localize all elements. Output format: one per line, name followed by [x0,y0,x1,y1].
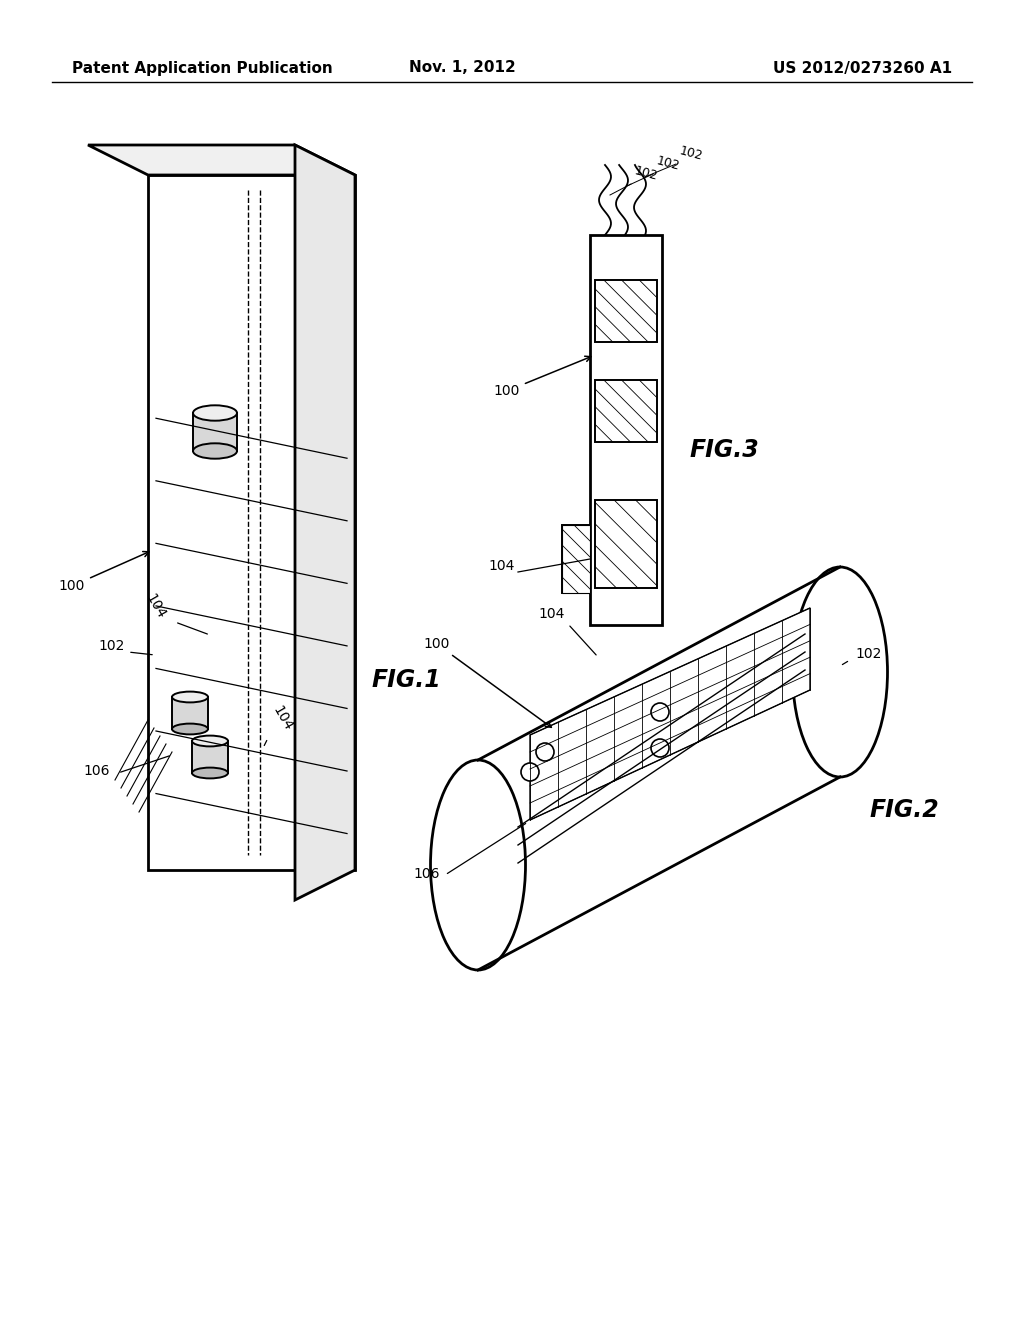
Ellipse shape [193,768,228,779]
Text: 104: 104 [488,558,515,573]
Polygon shape [295,145,355,900]
Circle shape [521,763,539,781]
Text: FIG.1: FIG.1 [372,668,441,692]
Text: 106: 106 [414,867,440,880]
Text: FIG.2: FIG.2 [870,799,940,822]
Bar [193,741,228,774]
Text: 100: 100 [424,638,551,727]
Text: 104: 104 [539,607,565,620]
Ellipse shape [193,735,228,746]
Polygon shape [88,145,355,176]
Bar [595,500,657,587]
Text: 102: 102 [98,639,125,653]
Circle shape [536,743,554,762]
Text: FIG.3: FIG.3 [690,438,760,462]
Text: 102: 102 [678,144,705,162]
Bar [590,235,662,624]
Text: 102: 102 [655,154,681,173]
Text: 104: 104 [270,704,295,733]
Polygon shape [530,609,810,820]
Bar [562,525,590,593]
Bar [595,280,657,342]
Text: 106: 106 [84,764,110,777]
Text: Patent Application Publication: Patent Application Publication [72,61,333,75]
Bar [595,380,657,442]
Text: 104: 104 [142,591,168,620]
Ellipse shape [172,692,208,702]
Text: 102: 102 [855,647,882,661]
Circle shape [651,704,669,721]
Ellipse shape [172,723,208,734]
Text: 100: 100 [58,552,148,593]
Ellipse shape [193,405,237,421]
Bar [172,697,208,729]
Text: 100: 100 [494,356,591,399]
Text: Nov. 1, 2012: Nov. 1, 2012 [409,61,515,75]
Text: 102: 102 [633,164,659,183]
Text: US 2012/0273260 A1: US 2012/0273260 A1 [773,61,952,75]
Circle shape [651,739,669,756]
Ellipse shape [193,444,237,459]
Bar [562,525,590,593]
Bar [193,413,237,451]
